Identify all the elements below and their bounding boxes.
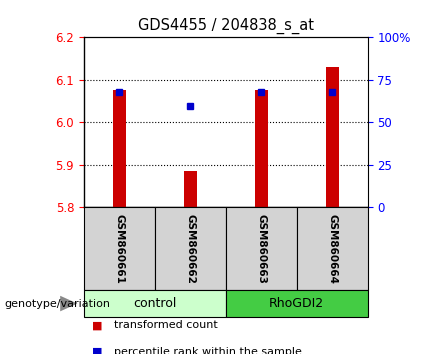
Text: percentile rank within the sample: percentile rank within the sample [114,347,302,354]
Bar [184,171,197,207]
Text: GSM860662: GSM860662 [185,214,195,284]
Bar [84,290,226,317]
Text: RhoGDI2: RhoGDI2 [269,297,324,310]
Bar [113,90,126,207]
Bar [326,67,338,207]
Text: GSM860663: GSM860663 [256,214,266,284]
Bar [226,207,297,290]
Bar [155,207,226,290]
Bar [255,90,267,207]
Bar [84,207,155,290]
Text: control: control [133,297,176,310]
Text: transformed count: transformed count [114,320,218,330]
Text: GSM860661: GSM860661 [114,214,124,284]
Bar [226,290,368,317]
Text: ■: ■ [92,320,103,330]
Text: genotype/variation: genotype/variation [4,298,111,309]
Title: GDS4455 / 204838_s_at: GDS4455 / 204838_s_at [138,18,314,34]
Text: GSM860664: GSM860664 [327,214,337,284]
Bar [297,207,368,290]
Text: ■: ■ [92,347,103,354]
